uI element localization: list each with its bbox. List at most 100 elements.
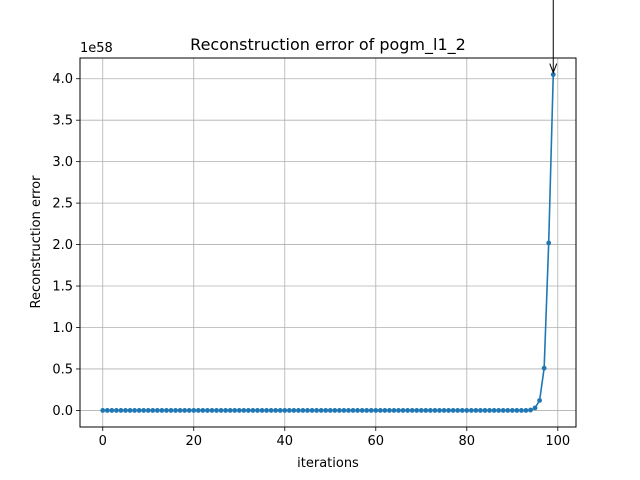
- data-point: [305, 408, 310, 413]
- data-point: [309, 408, 315, 413]
- data-point: [464, 408, 470, 413]
- data-point: [418, 408, 424, 413]
- x-tick-label: 40: [276, 434, 293, 449]
- annotation-arrow: [549, 0, 558, 74]
- x-tick-label: 60: [368, 434, 385, 449]
- y-offset-text: 1e58: [80, 41, 113, 56]
- data-point: [414, 408, 420, 413]
- y-tick-label: 4.0: [52, 72, 73, 87]
- grid: [80, 58, 576, 427]
- data-point: [387, 408, 392, 413]
- y-axis-label: Reconstruction error: [29, 175, 44, 309]
- data-point: [291, 408, 297, 413]
- plot-frame: [79, 57, 577, 428]
- data-point: [241, 408, 247, 413]
- data-point: [423, 408, 429, 413]
- y-tick-label: 3.5: [52, 114, 73, 129]
- data-point: [523, 408, 529, 413]
- data-point: [482, 408, 488, 413]
- data-point: [377, 408, 383, 413]
- data-point: [427, 408, 433, 413]
- data-point: [336, 408, 342, 413]
- data-point: [550, 72, 556, 77]
- data-point: [214, 408, 219, 413]
- x-tick-label: 80: [459, 434, 476, 449]
- data-point: [446, 408, 451, 413]
- data-point: [478, 408, 483, 413]
- data-point: [318, 408, 324, 413]
- data-point: [491, 408, 497, 413]
- data-point: [500, 408, 506, 413]
- data-point: [391, 408, 397, 413]
- data-point: [400, 408, 406, 413]
- data-point: [532, 405, 538, 411]
- data-point: [150, 408, 156, 413]
- data-point: [250, 408, 256, 413]
- data-point: [123, 408, 128, 413]
- data-point: [332, 408, 338, 413]
- data-point: [346, 408, 351, 413]
- data-point: [409, 408, 415, 413]
- data-point: [277, 408, 283, 413]
- data-point: [300, 408, 306, 413]
- data-point: [405, 408, 411, 413]
- data-point: [286, 408, 292, 413]
- y-axis-ticks: 0.0 0.5 1.0 1.5 2.0 2.5 3.0 3.5 4.0: [52, 72, 80, 419]
- data-point: [200, 408, 206, 413]
- y-tick-label: 2.5: [52, 197, 73, 212]
- data-point: [368, 408, 374, 413]
- data-point: [236, 408, 242, 413]
- data-point: [223, 408, 229, 413]
- data-point: [168, 408, 174, 413]
- data-point: [323, 408, 329, 413]
- y-tick-label: 1.0: [52, 321, 73, 336]
- data-point: [327, 408, 333, 413]
- annotation-arrow-head: [549, 63, 558, 74]
- data-point: [132, 408, 138, 413]
- data-point: [118, 408, 124, 413]
- data-point: [104, 408, 110, 413]
- data-point: [195, 408, 201, 413]
- x-tick-label: 0: [99, 434, 107, 449]
- data-point: [268, 408, 274, 413]
- x-tick-label: 100: [545, 434, 570, 449]
- data-point: [282, 408, 288, 413]
- data-point: [100, 408, 106, 413]
- data-point: [441, 408, 447, 413]
- data-point: [396, 408, 401, 413]
- data-point: [537, 398, 542, 403]
- data-point: [191, 408, 197, 413]
- data-point: [159, 408, 165, 413]
- y-tick-label: 0.5: [52, 362, 73, 377]
- data-point: [232, 408, 238, 413]
- data-point: [296, 408, 301, 413]
- data-point: [227, 408, 233, 413]
- data-point: [109, 408, 115, 413]
- data-point: [450, 408, 456, 413]
- data-point: [518, 408, 524, 413]
- data-point: [487, 408, 492, 413]
- data-point: [514, 408, 520, 413]
- data-point: [255, 408, 260, 413]
- data-point: [373, 408, 379, 413]
- data-point: [459, 408, 465, 413]
- data-point: [154, 408, 160, 413]
- data-point: [455, 408, 461, 413]
- data-point: [182, 408, 188, 413]
- data-point: [382, 408, 388, 413]
- data-point: [341, 408, 347, 413]
- data-point: [209, 408, 215, 413]
- data-point: [273, 408, 279, 413]
- data-point: [350, 408, 356, 413]
- y-tick-label: 1.5: [52, 280, 73, 295]
- data-point: [259, 408, 265, 413]
- data-point: [205, 408, 210, 413]
- data-point: [505, 408, 511, 413]
- x-tick-label: 20: [185, 434, 202, 449]
- data-point: [186, 408, 192, 413]
- data-point: [355, 408, 360, 413]
- data-point: [218, 408, 224, 413]
- data-point: [264, 408, 269, 413]
- data-point: [432, 408, 438, 413]
